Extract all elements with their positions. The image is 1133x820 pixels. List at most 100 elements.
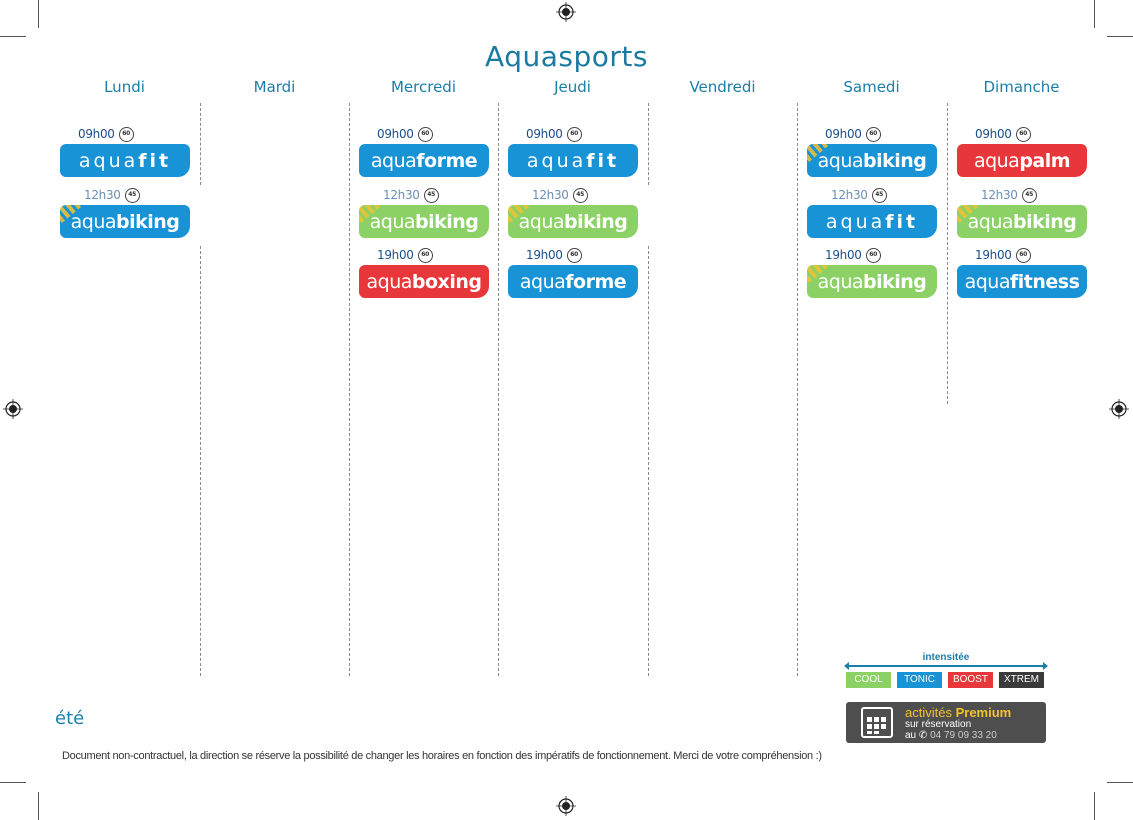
activity-card: aqua forme: [359, 144, 489, 177]
crop-mark: [1107, 36, 1133, 37]
session-time: 12h30 45: [981, 187, 1037, 203]
activity-card: aqua boxing: [359, 265, 489, 298]
column-divider: [200, 246, 201, 676]
activity-card: aqua biking: [807, 144, 937, 177]
session-time: 19h00 60: [975, 247, 1031, 263]
activity-card: aqua fit: [60, 144, 190, 177]
session-time: 19h00 60: [377, 247, 433, 263]
session-time-label: 12h30: [831, 188, 868, 202]
session-time-label: 12h30: [532, 188, 569, 202]
activity-name-prefix: aqua: [817, 149, 864, 172]
session-time-label: 19h00: [975, 248, 1012, 262]
activity-name-prefix: aqua: [526, 149, 587, 172]
duration-icon: 60: [417, 126, 433, 142]
session-time-label: 19h00: [825, 248, 862, 262]
activity-name-prefix: aqua: [967, 210, 1014, 233]
day-header: Lundi: [104, 78, 145, 96]
activity-card: aqua fitness: [957, 265, 1087, 298]
activity-name-suffix: palm: [1019, 149, 1071, 172]
session-time: 12h30 45: [532, 187, 588, 203]
premium-phone-number: 04 79 09 33 20: [930, 730, 997, 741]
column-divider: [797, 103, 798, 676]
activity-name-suffix: biking: [116, 210, 180, 233]
duration-icon: 60: [566, 247, 582, 263]
intensity-badge: COOL: [846, 672, 891, 688]
page-title: Aquasports: [485, 40, 648, 73]
premium-phone-line: au ✆ 04 79 09 33 20: [905, 730, 997, 741]
activity-name-prefix: aqua: [817, 270, 864, 293]
activity-name-prefix: aqua: [70, 210, 117, 233]
activity-card: aqua fit: [807, 205, 937, 238]
duration-icon: 45: [423, 187, 439, 203]
session-time: 12h30 45: [831, 187, 887, 203]
activity-card: aqua biking: [60, 205, 190, 238]
activity-name-suffix: biking: [415, 210, 479, 233]
activity-name-suffix: fit: [586, 149, 620, 172]
crop-mark: [38, 0, 39, 28]
day-header: Mardi: [253, 78, 296, 96]
crop-mark: [1107, 782, 1133, 783]
premium-title: activités Premium: [905, 705, 1011, 720]
duration-icon: 60: [118, 126, 134, 142]
premium-activities-label: activités: [905, 705, 952, 720]
activity-name-suffix: fit: [138, 149, 172, 172]
session-time-label: 19h00: [526, 248, 563, 262]
crop-mark: [1094, 792, 1095, 820]
premium-label: Premium: [955, 705, 1012, 720]
activity-name-suffix: biking: [564, 210, 628, 233]
duration-icon: 60: [566, 126, 582, 142]
activity-name-suffix: biking: [863, 270, 927, 293]
activity-name-suffix: fit: [885, 210, 919, 233]
intensity-badge: XTREM: [999, 672, 1044, 688]
session-time: 09h00 60: [975, 126, 1031, 142]
session-time: 19h00 60: [825, 247, 881, 263]
intensity-arrow: [844, 662, 1048, 670]
activity-name-prefix: aqua: [825, 210, 886, 233]
activity-name-prefix: aqua: [370, 149, 417, 172]
intensity-badge: BOOST: [948, 672, 993, 688]
duration-icon: 60: [417, 247, 433, 263]
session-time-label: 19h00: [377, 248, 414, 262]
duration-icon: 60: [865, 126, 881, 142]
session-time-label: 09h00: [377, 127, 414, 141]
session-time-label: 12h30: [981, 188, 1018, 202]
activity-name-suffix: biking: [863, 149, 927, 172]
activity-name-suffix: fitness: [1009, 270, 1080, 293]
session-time: 09h00 60: [78, 126, 134, 142]
duration-icon: 45: [124, 187, 140, 203]
activity-name-prefix: aqua: [518, 210, 565, 233]
session-time-label: 12h30: [383, 188, 420, 202]
day-header: Dimanche: [983, 78, 1060, 96]
day-header: Samedi: [843, 78, 900, 96]
session-time: 19h00 60: [526, 247, 582, 263]
disclaimer-text: Document non-contractuel, la direction s…: [62, 750, 822, 762]
column-divider: [498, 103, 499, 676]
day-header: Jeudi: [554, 78, 591, 96]
session-time: 09h00 60: [825, 126, 881, 142]
registration-mark: [3, 399, 23, 419]
column-divider: [648, 246, 649, 676]
premium-au-label: au: [905, 730, 917, 741]
activity-name-prefix: aqua: [78, 149, 139, 172]
intensity-badge: TONIC: [897, 672, 942, 688]
premium-box: activités Premium sur réservation au ✆ 0…: [846, 702, 1046, 743]
activity-name-prefix: aqua: [369, 210, 416, 233]
duration-icon: 45: [572, 187, 588, 203]
crop-mark: [1094, 0, 1095, 28]
activity-card: aqua biking: [508, 205, 638, 238]
intensity-legend-title: intensitée: [922, 652, 970, 663]
column-divider: [648, 103, 649, 185]
activity-name-suffix: forme: [565, 270, 627, 293]
column-divider: [200, 103, 201, 185]
activity-card: aqua biking: [807, 265, 937, 298]
registration-mark: [1109, 399, 1129, 419]
activity-card: aqua biking: [359, 205, 489, 238]
day-header: Mercredi: [390, 78, 456, 96]
session-time-label: 12h30: [84, 188, 121, 202]
premium-reservation: sur réservation: [905, 719, 972, 730]
crop-mark: [38, 792, 39, 820]
activity-name-suffix: biking: [1013, 210, 1077, 233]
session-time: 09h00 60: [377, 126, 433, 142]
activity-card: aqua fit: [508, 144, 638, 177]
activity-name-prefix: aqua: [973, 149, 1020, 172]
